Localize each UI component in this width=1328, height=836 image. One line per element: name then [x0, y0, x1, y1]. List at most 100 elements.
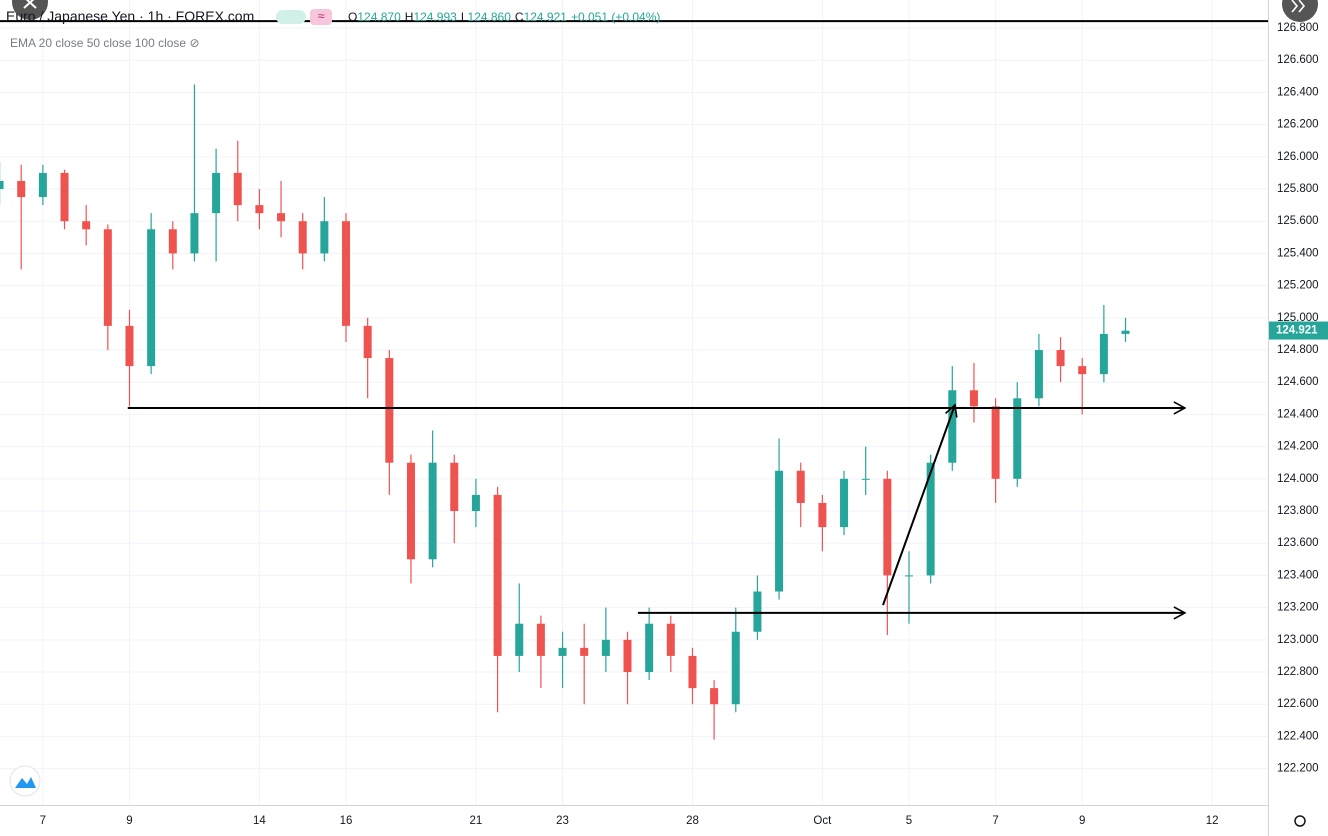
candle-body — [493, 494, 502, 656]
candle-body — [428, 462, 437, 560]
candle-body — [125, 325, 134, 367]
y-tick-label: 123.800 — [1277, 505, 1319, 517]
x-tick-label: 12 — [1206, 815, 1219, 827]
candle-body — [883, 478, 892, 576]
candle-body — [233, 172, 242, 206]
indicator-badge: ≈ — [310, 9, 333, 26]
candle-body — [450, 462, 459, 512]
y-tick-label: 122.600 — [1277, 698, 1319, 710]
y-tick-label: 125.200 — [1277, 280, 1319, 292]
ohlc-item: 124.860 — [467, 10, 511, 24]
x-tick-label: 28 — [686, 815, 699, 827]
y-tick-label: 125.600 — [1277, 215, 1319, 227]
y-tick-label: 126.800 — [1277, 22, 1319, 34]
candles — [0, 84, 1130, 740]
y-tick-label: 124.200 — [1277, 441, 1319, 453]
legend-header: Euro / Japanese Yen · 1h · FOREX.com ≈ O… — [6, 8, 661, 26]
candle-body — [38, 172, 47, 198]
y-tick-label: 126.400 — [1277, 86, 1319, 98]
candle-body — [82, 221, 91, 230]
logo-icon — [15, 777, 36, 788]
close-icon — [23, 0, 37, 9]
candle-body — [515, 623, 524, 656]
candle-body — [406, 462, 415, 560]
ohlc-item: 124.870 — [357, 10, 401, 24]
ohlc-item: O — [348, 10, 358, 24]
candle-body — [1034, 350, 1043, 399]
candle-body — [1099, 333, 1108, 375]
settings-button[interactable] — [1294, 815, 1306, 827]
y-tick-label: 124.600 — [1277, 376, 1319, 388]
ohlc-item: C — [514, 10, 524, 24]
y-tick-label: 124.000 — [1277, 473, 1319, 485]
logo-button[interactable] — [9, 765, 41, 797]
candle-body — [904, 575, 913, 577]
candle-body — [818, 502, 827, 528]
x-tick-label: 9 — [126, 815, 132, 827]
y-tick-label: 125.800 — [1277, 183, 1319, 195]
x-tick-label: Oct — [813, 815, 832, 827]
candle-body — [969, 390, 978, 407]
candle-body — [190, 213, 199, 254]
y-tick-label: 124.400 — [1277, 408, 1319, 420]
ohlc-item: L — [460, 10, 468, 24]
status-badge — [276, 10, 307, 25]
candle-body — [1078, 366, 1087, 375]
y-tick-label: 125.400 — [1277, 247, 1319, 259]
candle-body — [666, 623, 675, 656]
x-tick-label: 7 — [40, 815, 46, 827]
price-axis-bg — [1268, 0, 1328, 836]
ohlc-item: 124.993 — [413, 10, 457, 24]
candle-body — [1056, 350, 1065, 367]
close-button[interactable] — [12, 0, 48, 20]
y-tick-label: 126.600 — [1277, 54, 1319, 66]
time-axis-bg — [0, 805, 1268, 836]
indicator-legend: EMA 20 close 50 close 100 close ⊘ — [10, 36, 200, 50]
y-tick-label: 122.800 — [1277, 666, 1319, 678]
candle-body — [623, 639, 632, 673]
candle-body — [103, 229, 112, 326]
candle-body — [926, 462, 935, 576]
candle-body — [796, 470, 805, 503]
candle-body — [645, 623, 654, 673]
candle-body — [255, 205, 264, 214]
symbol: Euro / Japanese Yen · 1h · FOREX.com — [6, 8, 255, 24]
candle-body — [147, 229, 156, 367]
ohlc-item: H — [404, 10, 414, 24]
candle-body — [363, 325, 372, 359]
candle-body — [298, 221, 307, 254]
y-tick-label: 123.200 — [1277, 602, 1319, 614]
x-tick-label: 23 — [556, 815, 569, 827]
candle-body — [948, 390, 957, 463]
y-tick-label: 122.200 — [1277, 763, 1319, 775]
candle-body — [471, 494, 480, 512]
indicator-label: EMA 20 close 50 close 100 close — [10, 36, 187, 50]
ohlc-item: +0.051 (+0.04%) — [570, 10, 661, 24]
candle-body — [775, 470, 784, 592]
candle-body — [342, 221, 351, 326]
candle-body — [168, 229, 177, 254]
y-tick-label: 124.800 — [1277, 344, 1319, 356]
candle-body — [212, 172, 221, 214]
y-tick-label: 122.400 — [1277, 730, 1319, 742]
candle-body — [861, 478, 870, 480]
drawings — [0, 20, 1268, 620]
y-tick-label: 123.600 — [1277, 537, 1319, 549]
candle-body — [688, 655, 697, 689]
candle-body — [1121, 330, 1130, 334]
candle-body — [320, 221, 329, 254]
x-tick-label: 9 — [1079, 815, 1085, 827]
grid — [0, 0, 1268, 805]
candle-body — [558, 647, 567, 656]
candle-body — [991, 406, 1000, 479]
expand-icon — [1291, 0, 1306, 13]
candle-body — [731, 631, 740, 705]
axes: 122.200 122.400 122.600 122.800 123.000 123.2… — [40, 22, 1328, 827]
x-tick-label: 16 — [340, 815, 353, 827]
x-tick-label: 5 — [906, 815, 912, 827]
candle-body — [60, 172, 69, 222]
visibility-icon[interactable]: ⊘ — [189, 36, 200, 50]
candle-body — [601, 639, 610, 656]
candle-body — [0, 180, 4, 190]
